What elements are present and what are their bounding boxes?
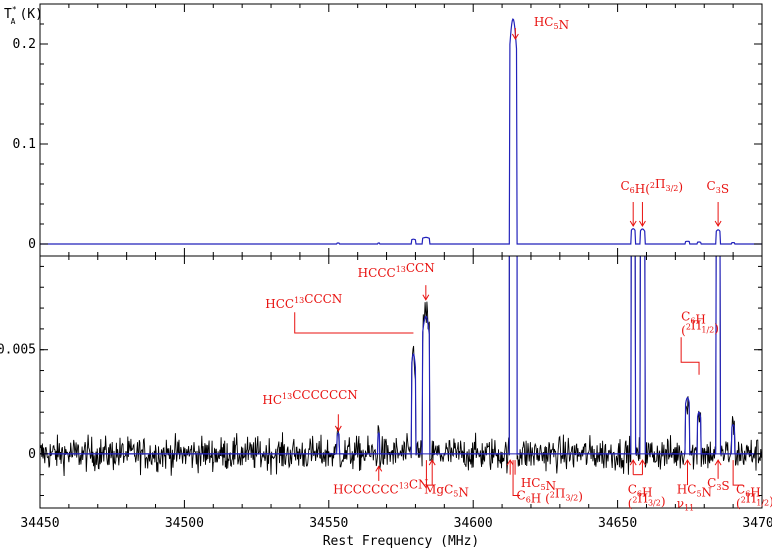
annotation-label: C6H(2Π3/2) [620,177,683,196]
annotation-label: HCCC13CCN [358,261,435,280]
annotation-leader [680,337,700,375]
annotation-3: HCC13CCCN [265,292,414,334]
top-panel-data [40,18,762,245]
x-axis-title: Rest Frequency (MHz) [323,534,480,549]
annotation-label: HCCCCCC13CN [333,477,428,496]
annotation-label: C6H [681,310,706,327]
annotation-label: HC5N [534,15,569,32]
annotation-arrowhead [506,459,514,466]
annotation-label: C3S [707,476,730,493]
x-tick-label: 34600 [454,516,493,531]
y-axis-title: T* A (K) [4,5,43,26]
x-tick-label: 34650 [598,516,637,531]
annotation-leader [294,312,414,334]
annotation-6: HCCCCCC13CN [333,465,429,496]
axis-ticks: 0 0.1 0.2 0 0.005 34450 34500 34550 34600 34650 34… [0,3,772,531]
y-tick-label: 0 [28,237,36,252]
y-axis-title-sub: A [11,17,16,26]
annotation-arrowhead [684,459,691,466]
annotation-label: MgC5N [424,482,469,499]
annotation-9: C6H (2Π3/2) [506,459,583,506]
annotation-leader [732,460,744,486]
x-tick-label: 34700 [742,516,772,531]
annotation-label: HC13CCCCCCN [262,388,357,407]
annotation-label-line2: (2Π3/2) [628,491,666,510]
annotation-label: HC5N [677,482,712,499]
y-axis-title-symbol: T [4,7,12,22]
annotation-13: C6H(2Π1/2) [732,460,772,510]
annotation-arrowhead [422,294,430,301]
annotation-arrowhead [639,220,646,227]
annotation-label: C3S [707,179,730,196]
annotation-14: C6H(2Π1/2) [680,310,719,375]
annotation-arrowhead [629,459,637,466]
y-tick-label: 0.1 [13,137,36,152]
bottom-panel-frame [39,255,763,509]
top-panel-frame [39,3,763,257]
annotation-7: MgC5N [424,459,469,499]
bottom-observed-spectrum-line [40,256,762,477]
y-tick-label: 0 [28,447,36,462]
annotation-arrowhead [629,220,637,227]
annotation-label: HCC13CCCN [265,292,342,311]
annotation-label-line2: (2Π1/2) [681,319,719,338]
annotation-arrowhead [714,220,722,227]
bottom-model-spectrum-line [40,256,762,455]
annotation-arrowhead [639,459,646,466]
top-model-spectrum-line [40,18,762,245]
annotation-2: C3S [707,179,730,227]
x-tick-label: 34550 [309,516,348,531]
annotation-leader [425,460,434,486]
y-axis-title-unit: (K) [19,7,42,22]
annotation-8: HC5N [512,460,556,497]
annotation-leader [512,460,520,497]
annotation-12: C3S [707,459,730,493]
x-tick-label: 34450 [20,516,59,531]
annotation-arrowhead [334,425,342,432]
annotation-label: C6H [628,482,653,499]
y-tick-label: 0.005 [0,343,36,358]
y-axis-title-sup: * [12,5,17,14]
annotation-5: HC13CCCCCCN [262,388,358,432]
annotation-label: C6H [736,482,761,499]
annotation-arrowhead [428,459,436,466]
annotation-0: HC5N [511,15,569,40]
x-tick-label: 34500 [165,516,204,531]
annotation-4: HCCC13CCN [358,261,435,301]
bottom-panel-data [40,256,762,477]
annotation-label-line2: (2Π1/2) [736,491,772,510]
annotation-arrowhead [511,33,519,40]
annotation-label-line2: ν11 [677,496,694,512]
y-tick-label: 0.2 [13,37,36,52]
plot-frames [39,3,763,509]
annotation-10: C6H(2Π3/2) [628,459,666,510]
annotation-arrowhead [375,465,383,472]
annotation-label: HC5N [521,476,556,493]
annotation-arrowhead [714,459,722,466]
annotation-1: C6H(2Π3/2) [620,177,683,227]
annotation-label: C6H (2Π3/2) [517,487,583,506]
